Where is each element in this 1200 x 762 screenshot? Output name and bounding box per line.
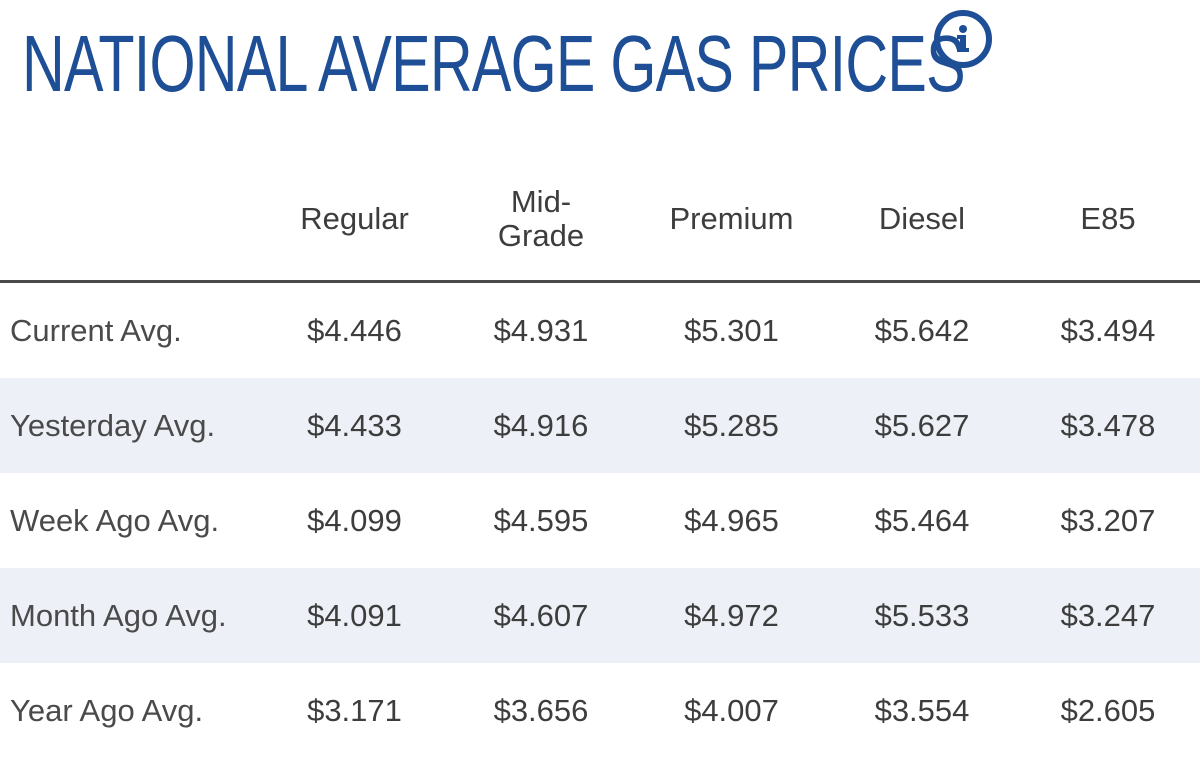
- row-label: Month Ago Avg.: [0, 568, 262, 663]
- price-cell: $5.627: [828, 378, 1016, 473]
- price-cell: $5.285: [635, 378, 828, 473]
- row-label: Year Ago Avg.: [10, 692, 204, 728]
- price-cell: $4.607: [447, 568, 635, 663]
- price-cell: $4.965: [684, 502, 779, 538]
- row-label: Yesterday Avg.: [0, 378, 262, 473]
- price-cell: $5.301: [684, 312, 779, 348]
- column-header-e85: E85: [1016, 158, 1200, 283]
- price-cell: $4.091: [262, 568, 447, 663]
- price-cell: $4.007: [684, 692, 779, 728]
- header: NATIONAL AVERAGE GAS PRICES: [22, 18, 1200, 110]
- row-label: Current Avg.: [10, 312, 182, 348]
- price-cell: $2.605: [1060, 692, 1156, 728]
- price-cell: $3.554: [874, 692, 970, 728]
- price-cell: $4.972: [635, 568, 828, 663]
- price-cell: $4.595: [493, 502, 589, 538]
- table-row-current: Current Avg. $4.446 $4.931 $5.301 $5.642…: [0, 282, 1200, 379]
- price-cell: $5.533: [828, 568, 1016, 663]
- table-row-year-ago: Year Ago Avg. $3.171 $3.656 $4.007 $3.55…: [0, 663, 1200, 758]
- price-cell: $4.931: [493, 312, 589, 348]
- gas-prices-table: Regular Mid-Grade Premium Diesel E85 Cur…: [0, 158, 1200, 758]
- info-circle-icon[interactable]: [934, 10, 992, 68]
- column-header-premium: Premium: [635, 158, 828, 283]
- table-row-week-ago: Week Ago Avg. $4.099 $4.595 $4.965 $5.46…: [0, 473, 1200, 568]
- price-cell: $3.494: [1060, 312, 1156, 348]
- price-cell: $4.446: [307, 312, 402, 348]
- column-header-mid-grade: Mid-Grade: [447, 158, 635, 283]
- price-cell: $5.464: [874, 502, 970, 538]
- page-title: NATIONAL AVERAGE GAS PRICES: [22, 19, 966, 108]
- price-cell: $3.247: [1016, 568, 1200, 663]
- price-cell: $3.171: [307, 692, 402, 728]
- price-cell: $3.207: [1060, 502, 1156, 538]
- row-label: Week Ago Avg.: [10, 502, 220, 538]
- price-cell: $3.478: [1016, 378, 1200, 473]
- column-header-regular: Regular: [262, 158, 447, 283]
- column-header-diesel: Diesel: [828, 158, 1016, 283]
- price-cell: $4.916: [447, 378, 635, 473]
- table-row-month-ago: Month Ago Avg. $4.091 $4.607 $4.972 $5.5…: [0, 568, 1200, 663]
- table-header-row: Regular Mid-Grade Premium Diesel E85: [0, 158, 1200, 283]
- table-row-yesterday: Yesterday Avg. $4.433 $4.916 $5.285 $5.6…: [0, 378, 1200, 473]
- info-glyph: [957, 25, 969, 52]
- price-cell: $5.642: [874, 312, 970, 348]
- price-cell: $4.099: [307, 502, 402, 538]
- price-cell: $4.433: [262, 378, 447, 473]
- price-cell: $3.656: [493, 692, 589, 728]
- header-empty-cell: [0, 158, 262, 283]
